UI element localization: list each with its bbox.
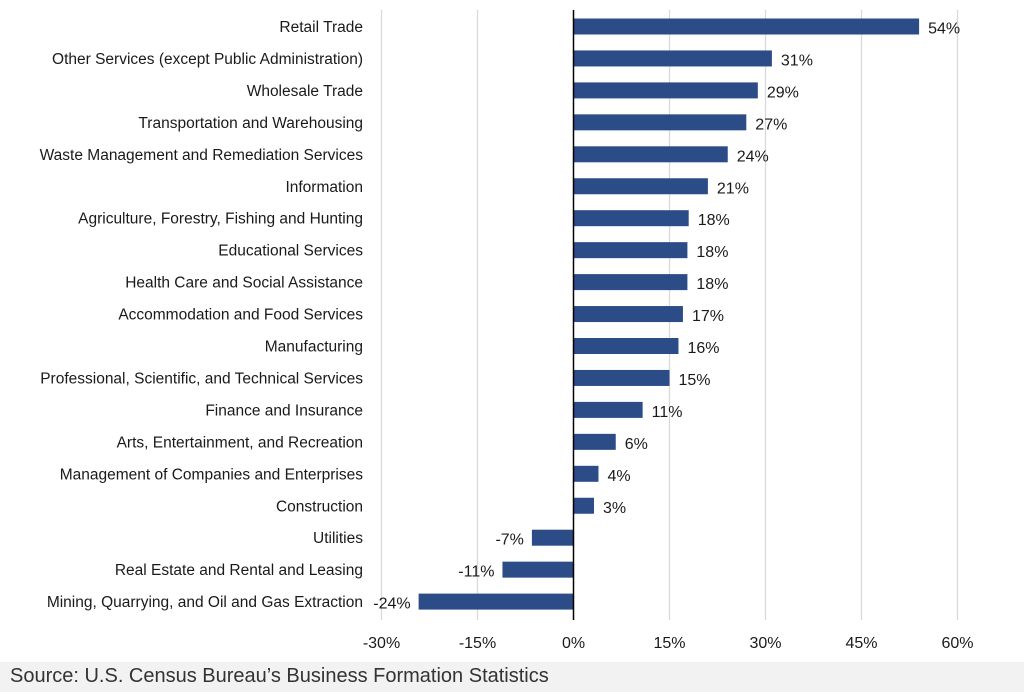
category-label: Finance and Insurance	[205, 402, 363, 419]
category-label: Professional, Scientific, and Technical …	[40, 370, 363, 387]
value-label: 11%	[652, 404, 683, 421]
bar	[531, 529, 574, 546]
x-tick-label: 0%	[562, 635, 585, 652]
category-label: Agriculture, Forestry, Fishing and Hunti…	[78, 211, 363, 228]
x-tick-label: -15%	[459, 635, 496, 652]
category-label: Utilities	[313, 530, 363, 547]
source-text: Source: U.S. Census Bureau’s Business Fo…	[10, 665, 549, 687]
category-label: Real Estate and Rental and Leasing	[115, 562, 363, 579]
value-label: -7%	[495, 532, 523, 549]
category-label: Manufacturing	[265, 339, 363, 356]
value-label: -24%	[373, 596, 410, 613]
value-label: 15%	[679, 372, 711, 389]
value-label: 6%	[625, 436, 648, 453]
category-label: Accommodation and Food Services	[118, 307, 363, 324]
category-label: Retail Trade	[279, 19, 363, 36]
bar	[573, 369, 670, 386]
category-label: Management of Companies and Enterprises	[60, 466, 364, 483]
bar	[573, 146, 728, 163]
bars	[418, 18, 920, 610]
value-label: 21%	[717, 180, 749, 197]
category-label: Construction	[276, 498, 363, 515]
category-label: Information	[285, 179, 363, 196]
bar	[573, 465, 599, 482]
bar	[573, 18, 920, 35]
bar	[502, 561, 574, 578]
x-tick-label: 60%	[941, 635, 973, 652]
category-label: Other Services (except Public Administra…	[52, 51, 363, 68]
category-label: Wholesale Trade	[247, 83, 363, 100]
bar	[573, 497, 594, 514]
bar	[573, 338, 679, 354]
x-tick-label: 45%	[845, 635, 877, 652]
value-label: 18%	[696, 244, 728, 261]
x-tick-label: 15%	[653, 635, 685, 652]
value-label: 54%	[928, 21, 960, 38]
category-label: Health Care and Social Assistance	[125, 275, 363, 292]
value-label: 3%	[603, 500, 626, 517]
bar	[573, 433, 616, 450]
bar-chart: Retail Trade Other Services (except Publi…	[40, 10, 974, 652]
value-label: 31%	[781, 52, 813, 69]
value-label: 18%	[696, 276, 728, 293]
value-label: 18%	[698, 212, 730, 229]
value-label: 29%	[767, 84, 799, 101]
bar	[573, 50, 772, 67]
bar	[573, 178, 708, 195]
bar	[573, 401, 643, 418]
value-label: 24%	[737, 148, 769, 165]
value-label: -11%	[458, 564, 494, 581]
category-label: Transportation and Warehousing	[138, 115, 363, 132]
source-footer: Source: U.S. Census Bureau’s Business Fo…	[0, 662, 1024, 692]
category-label: Educational Services	[218, 243, 363, 260]
category-label: Mining, Quarrying, and Oil and Gas Extra…	[47, 594, 363, 611]
value-label: 17%	[692, 308, 724, 325]
value-label: 4%	[607, 468, 630, 485]
x-tick-label: -30%	[363, 635, 400, 652]
value-label: 16%	[687, 340, 719, 357]
bar	[573, 114, 747, 131]
bar	[573, 82, 758, 99]
category-label: Waste Management and Remediation Service…	[40, 147, 364, 164]
x-axis-ticks: -30% -15% 0% 15% 30% 45% 60%	[363, 635, 974, 652]
x-tick-label: 30%	[749, 635, 781, 652]
value-label: 27%	[755, 116, 787, 133]
bar	[573, 242, 688, 259]
value-labels: 54% 31% 29% 27% 24% 21% 18% 18% 18% 17% 16% 15% 11%6…	[373, 21, 960, 613]
bar	[573, 210, 689, 227]
category-labels: Retail Trade Other Services (except Publi…	[40, 19, 364, 611]
category-label: Arts, Entertainment, and Recreation	[117, 434, 363, 451]
bar	[418, 593, 574, 610]
bar	[573, 274, 688, 291]
bar	[573, 306, 683, 323]
